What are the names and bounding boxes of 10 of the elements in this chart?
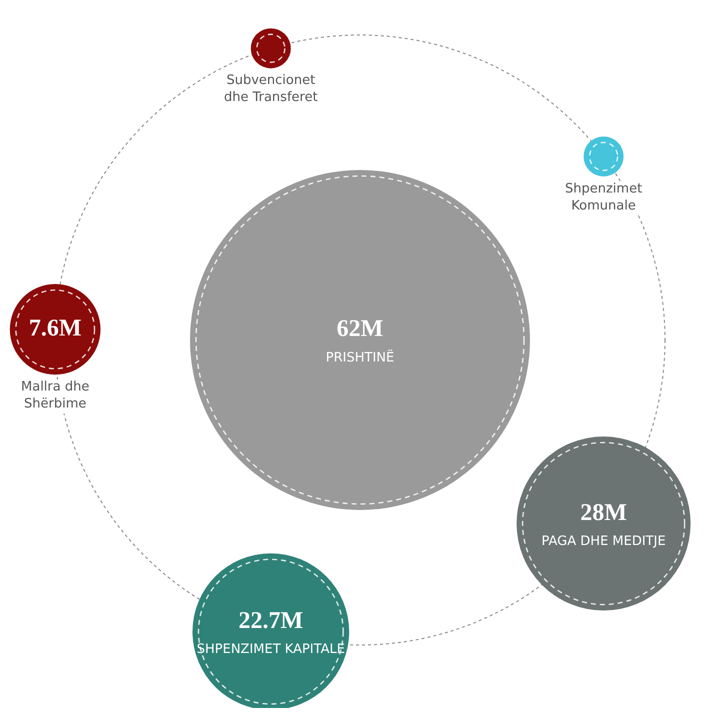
data-label: 22.7M: [238, 608, 304, 634]
category-label: PAGA DHE MEDITJE: [542, 534, 666, 549]
category-label: Mallra dhe Shërbime: [21, 380, 90, 412]
data-label: 62M: [336, 316, 384, 342]
category-label: SHPENZIMET KAPITALE: [196, 642, 345, 658]
data-label: 28M: [580, 500, 627, 526]
category-label: Shpenzimet Komunale: [564, 181, 642, 214]
category-label: PRISHTINË: [326, 349, 394, 366]
data-label: 7.6M: [28, 316, 82, 342]
category-label: Subvencionet dhe Transferet: [224, 73, 318, 106]
